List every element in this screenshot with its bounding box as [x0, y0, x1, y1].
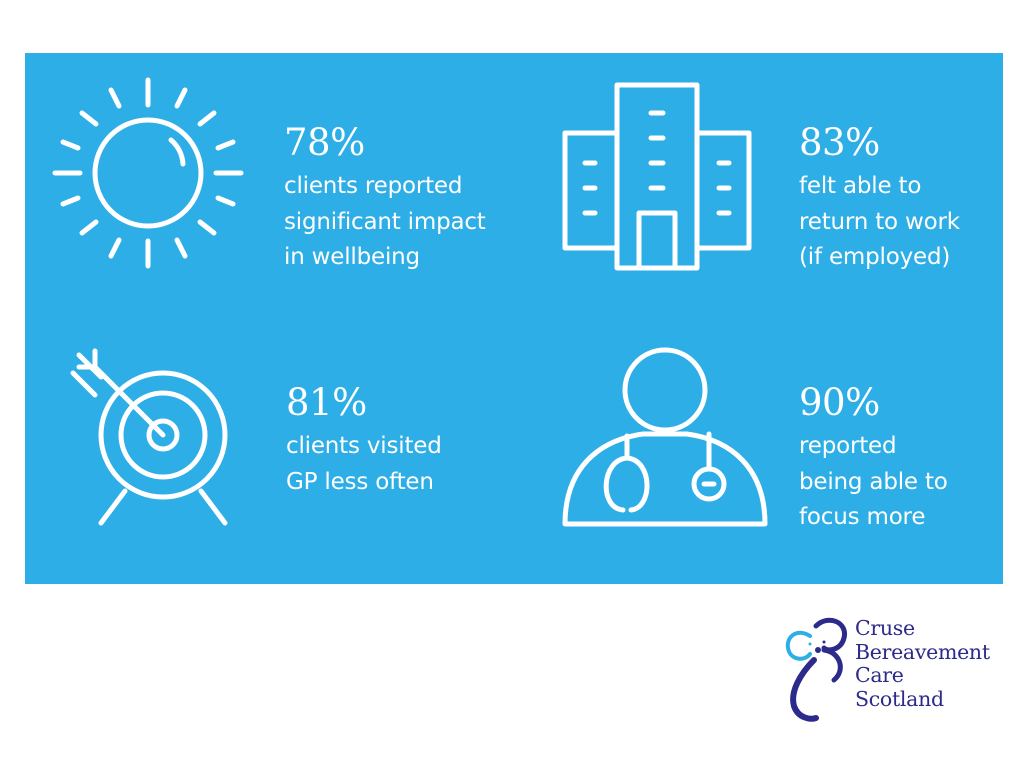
- stat-return-to-work: 83% felt able to return to work (if empl…: [799, 123, 960, 276]
- stat-description: felt able to return to work (if employed…: [799, 173, 960, 270]
- logo-mark-icon: [785, 617, 847, 722]
- stat-gp-visits: 81% clients visited GP less often: [286, 383, 442, 500]
- sun-icon: [52, 77, 244, 269]
- stat-percent: 81%: [286, 381, 367, 424]
- stat-wellbeing: 78% clients reported significant impact …: [284, 123, 486, 276]
- doctor-stethoscope-icon: [561, 347, 771, 528]
- stat-percent: 83%: [799, 121, 880, 164]
- cruse-logo: Cruse Bereavement Care Scotland: [780, 614, 1005, 724]
- stat-description: reported being able to focus more: [799, 433, 948, 530]
- office-building-icon: [562, 82, 753, 273]
- stat-description: clients visited GP less often: [286, 433, 442, 495]
- stats-panel: 78% clients reported significant impact …: [25, 53, 1003, 584]
- logo-wordmark: Cruse Bereavement Care Scotland: [855, 616, 990, 711]
- stat-percent: 90%: [799, 381, 880, 424]
- stat-description: clients reported significant impact in w…: [284, 173, 486, 270]
- stat-percent: 78%: [284, 121, 365, 164]
- stat-focus: 90% reported being able to focus more: [799, 383, 948, 536]
- target-arrow-icon: [65, 343, 245, 533]
